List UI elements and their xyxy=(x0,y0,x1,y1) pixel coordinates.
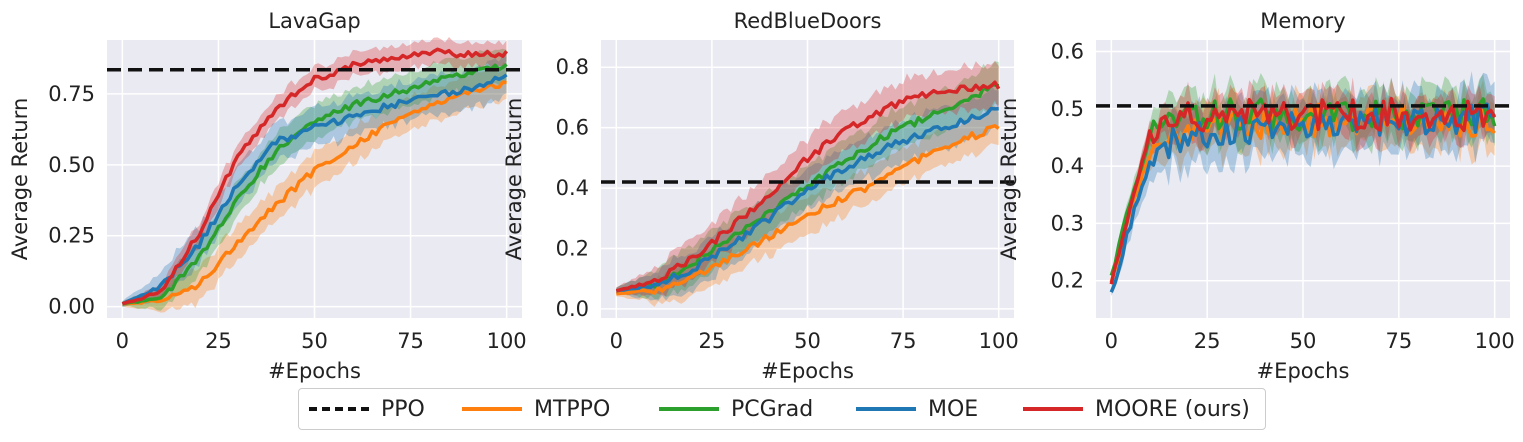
y-tick-label: 0.4 xyxy=(1051,154,1084,178)
x-tick-label: 100 xyxy=(979,329,1019,353)
series-line-moe xyxy=(1109,102,1496,293)
legend-label-moore: MOORE (ours) xyxy=(1095,396,1250,422)
y-axis-label: Average Return xyxy=(502,98,526,261)
y-tick-label: 0.5 xyxy=(1051,97,1084,121)
series-line-moe xyxy=(121,73,508,306)
y-tick-label: 0.8 xyxy=(556,55,589,79)
y-axis-label: Average Return xyxy=(8,98,32,261)
legend-item-ppo: PPO xyxy=(309,395,425,423)
chart-panel-0: 0 25 50 75 100 0.00 0.25 0.50 0.75 LavaGap #Epochs… xyxy=(8,9,527,383)
legend: PPO MTPPO PCGrad MOE MOORE (ours) xyxy=(298,388,1266,430)
x-tick-label: 50 xyxy=(794,329,821,353)
y-tick-label: 0.75 xyxy=(48,82,95,106)
y-tick-label: 0.0 xyxy=(556,297,589,321)
chart-title: LavaGap xyxy=(268,9,360,33)
y-tick-label: 0.50 xyxy=(48,153,95,177)
legend-label-ppo: PPO xyxy=(381,396,425,422)
x-tick-label: 0 xyxy=(1105,329,1118,353)
y-tick-label: 0.6 xyxy=(1051,39,1084,63)
series-line-mtppo xyxy=(616,124,1000,296)
series-line-pcgrad xyxy=(615,83,1000,293)
series-line-pcgrad xyxy=(122,63,508,306)
legend-line-ppo xyxy=(309,407,369,411)
legend-item-pcgrad: PCGrad xyxy=(659,395,813,423)
band-moe xyxy=(122,52,507,308)
chart-title: Memory xyxy=(1260,9,1345,33)
y-tick-label: 0.2 xyxy=(1051,269,1084,293)
legend-line-mtppo xyxy=(462,407,522,411)
y-tick-label: 0.4 xyxy=(556,176,589,200)
y-tick-label: 0.6 xyxy=(556,116,589,140)
x-tick-label: 50 xyxy=(1290,329,1317,353)
x-tick-label: 25 xyxy=(1194,329,1221,353)
legend-line-moore xyxy=(1023,407,1083,411)
x-axis-label: #Epochs xyxy=(1257,359,1350,383)
y-tick-label: 0.2 xyxy=(556,237,589,261)
series-line-moore xyxy=(1109,96,1497,285)
legend-item-moore: MOORE (ours) xyxy=(1023,395,1250,423)
x-axis-label: #Epochs xyxy=(761,359,854,383)
x-tick-label: 0 xyxy=(116,329,129,353)
legend-line-moe xyxy=(856,407,916,411)
x-tick-label: 75 xyxy=(890,329,917,353)
series-line-moore xyxy=(615,80,1001,293)
x-tick-label: 50 xyxy=(301,329,328,353)
band-mtppo xyxy=(122,62,507,313)
band-moore xyxy=(616,61,999,297)
series-line-mtppo xyxy=(122,80,507,306)
legend-label-pcgrad: PCGrad xyxy=(731,396,814,422)
legend-label-mtppo: MTPPO xyxy=(534,396,611,422)
series-line-moe xyxy=(615,106,999,293)
legend-item-moe: MOE xyxy=(856,395,978,423)
chart-panel-1: 0 25 50 75 100 0.0 0.2 0.4 0.6 0.8 RedBlueDoors #Ep… xyxy=(502,9,1019,383)
y-tick-label: 0.00 xyxy=(48,295,95,319)
y-tick-label: 0.25 xyxy=(48,224,95,248)
x-tick-label: 25 xyxy=(699,329,726,353)
chart-title: RedBlueDoors xyxy=(734,9,882,33)
y-tick-label: 0.3 xyxy=(1051,211,1084,235)
x-tick-label: 75 xyxy=(1385,329,1412,353)
legend-label-moe: MOE xyxy=(928,396,979,422)
chart-panel-2: 0 25 50 75 100 0.2 0.3 0.4 0.5 0.6 Memory #Epochs Av… xyxy=(997,9,1515,383)
legend-item-mtppo: MTPPO xyxy=(462,395,610,423)
x-tick-label: 100 xyxy=(487,329,527,353)
series-line-moore xyxy=(121,47,508,306)
x-axis-label: #Epochs xyxy=(268,359,361,383)
legend-line-pcgrad xyxy=(659,407,719,411)
x-tick-label: 25 xyxy=(205,329,232,353)
y-axis-label: Average Return xyxy=(997,98,1021,261)
x-tick-label: 0 xyxy=(610,329,623,353)
x-tick-label: 75 xyxy=(397,329,424,353)
x-tick-label: 100 xyxy=(1475,329,1515,353)
